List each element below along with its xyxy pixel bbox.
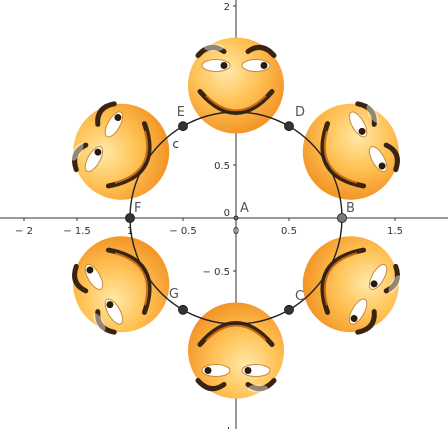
point-e (178, 121, 188, 132)
point-a (233, 215, 239, 221)
smiley-top-left-icon (56, 86, 187, 217)
y-tick-label: 0.5 (214, 161, 230, 172)
smiley-bottom-left-icon (56, 219, 187, 350)
point-label-g: G (169, 287, 179, 302)
point-d (284, 121, 294, 132)
arc-label: c (172, 137, 179, 151)
y-tick-label: 2 (224, 2, 230, 13)
x-tick-label: − 1.5 (63, 226, 90, 237)
point-label-f: F (134, 201, 141, 216)
x-tick-label: 1 (127, 226, 133, 237)
point-label-c: C (295, 289, 304, 304)
x-tick-label: 1.5 (387, 226, 403, 237)
point-f (125, 213, 135, 223)
x-tick-label: 0 (233, 226, 239, 237)
point-b (337, 213, 347, 223)
x-tick-label: 0.5 (281, 226, 297, 237)
smiley-bottom-icon (188, 303, 284, 399)
x-tick-label: − 0.5 (169, 226, 196, 237)
point-label-a: A (240, 201, 249, 216)
x-tick-label: − 2 (15, 226, 33, 237)
point-label-b: B (346, 201, 355, 216)
smiley-top-icon (188, 38, 284, 134)
point-c (284, 304, 294, 315)
point-label-d: D (295, 105, 305, 120)
smiley-bottom-right-icon (285, 219, 416, 350)
point-label-e: E (177, 105, 185, 120)
point-g (178, 304, 188, 315)
y-tick-label: − 0.5 (203, 267, 230, 278)
origin-label: 0 (224, 208, 230, 219)
